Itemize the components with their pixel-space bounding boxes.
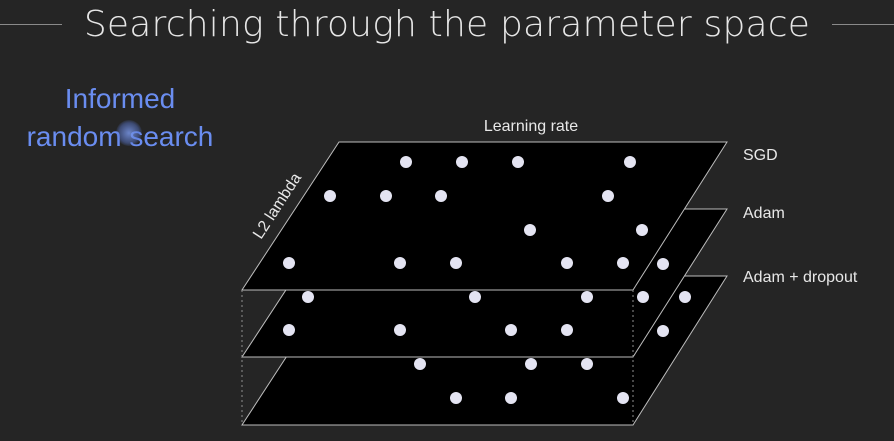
sample-point [581,358,593,370]
sample-point [561,257,573,269]
sample-point [524,224,536,236]
layer-label-adam-dropout: Adam + dropout [743,269,858,286]
sample-point [450,257,462,269]
sample-point [561,324,573,336]
sample-point [394,257,406,269]
x-axis-label: Learning rate [484,118,578,135]
layer-label-adam: Adam [743,205,785,222]
sample-points [283,156,691,404]
sample-point [637,291,649,303]
sample-point [302,291,314,303]
sample-point [624,156,636,168]
sample-point [450,392,462,404]
sample-point [602,190,614,202]
slide-title-text: Searching through the parameter space [61,4,833,45]
title-rule-right [796,24,894,25]
sample-point [283,324,295,336]
sample-point [435,190,447,202]
sample-point [581,291,593,303]
sample-point [394,324,406,336]
sample-point [505,392,517,404]
sample-point [636,224,648,236]
sample-point [283,257,295,269]
sample-point [400,156,412,168]
sample-point [380,190,392,202]
subtitle-line-1: Informed [64,83,176,114]
sample-point [679,291,691,303]
layer-label-sgd: SGD [743,147,778,164]
sample-point [414,358,426,370]
sample-point [324,190,336,202]
pointer-highlight-icon [116,120,142,146]
sample-point [469,291,481,303]
sample-point [525,358,537,370]
sample-point [657,258,669,270]
sample-point [512,156,524,168]
slide-title: Searching through the parameter space [0,4,894,45]
sample-point [657,325,669,337]
sample-point [617,392,629,404]
sample-point [617,257,629,269]
sample-point [505,324,517,336]
sample-point [456,156,468,168]
